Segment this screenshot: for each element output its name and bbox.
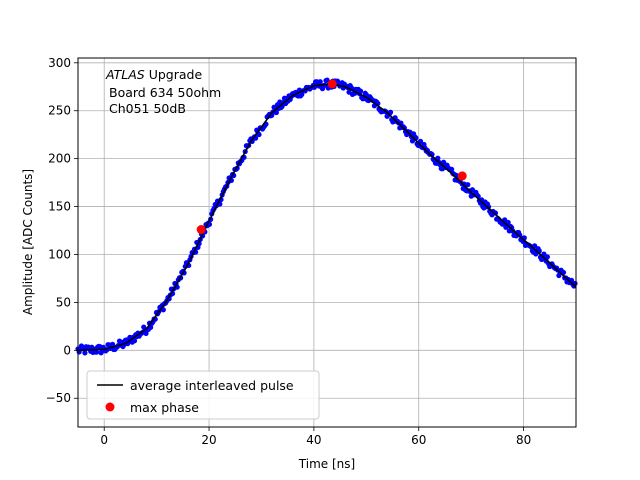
sample-point <box>357 88 364 94</box>
sample-point <box>485 204 492 210</box>
y-tick-label: 300 <box>48 56 71 70</box>
sample-point <box>82 350 88 356</box>
sample-point <box>131 338 138 344</box>
sample-point <box>109 341 116 347</box>
x-tick-label: 0 <box>100 433 108 447</box>
axis-ticks: 0 20 40 60 80 −50 0 50 100 150 200 250 300 <box>46 56 532 447</box>
max-phase-point <box>457 171 467 181</box>
annotation-line-2: Board 634 50ohm <box>109 85 221 100</box>
sample-point <box>317 79 323 85</box>
y-axis-label: Amplitude [ADC Counts] <box>21 169 35 315</box>
y-tick-label: −50 <box>46 391 71 405</box>
average-pulse-path <box>77 83 577 352</box>
sample-point <box>273 109 279 116</box>
max-phase-point <box>196 225 206 235</box>
x-tick-label: 40 <box>306 433 321 447</box>
legend-label-average: average interleaved pulse <box>130 378 294 393</box>
sample-point <box>449 166 455 172</box>
sample-point <box>324 77 330 83</box>
sample-point <box>465 182 471 188</box>
sample-point <box>93 349 100 355</box>
x-tick-label: 80 <box>516 433 531 447</box>
annotation-line-3: Ch051 50dB <box>109 101 186 116</box>
sample-point <box>409 138 416 144</box>
sample-point <box>544 254 550 260</box>
x-tick-label: 20 <box>201 433 216 447</box>
legend-box <box>86 370 320 420</box>
y-tick-label: 200 <box>48 152 71 166</box>
annotation-qualifier: Upgrade <box>149 67 203 82</box>
legend-label-max-phase: max phase <box>130 400 199 415</box>
legend-marker-swatch <box>105 402 115 412</box>
max-phase-point <box>327 79 337 89</box>
plot-frame <box>77 57 577 428</box>
y-tick-label: 250 <box>48 104 71 118</box>
max-phase-points <box>196 79 467 235</box>
sample-point <box>492 210 499 216</box>
average-pulse-line <box>77 83 577 352</box>
y-tick-label: 0 <box>63 343 71 357</box>
annotation-experiment: ATLAS <box>105 67 145 82</box>
x-tick-label: 60 <box>411 433 426 447</box>
annotation-line-1: ATLAS Upgrade <box>105 67 202 82</box>
y-tick-label: 150 <box>48 200 71 214</box>
sample-points <box>75 77 578 356</box>
x-axis-label: Time [ns] <box>298 457 355 471</box>
legend: average interleaved pulse max phase <box>86 370 320 420</box>
y-tick-label: 50 <box>56 295 71 309</box>
y-tick-label: 100 <box>48 247 71 261</box>
